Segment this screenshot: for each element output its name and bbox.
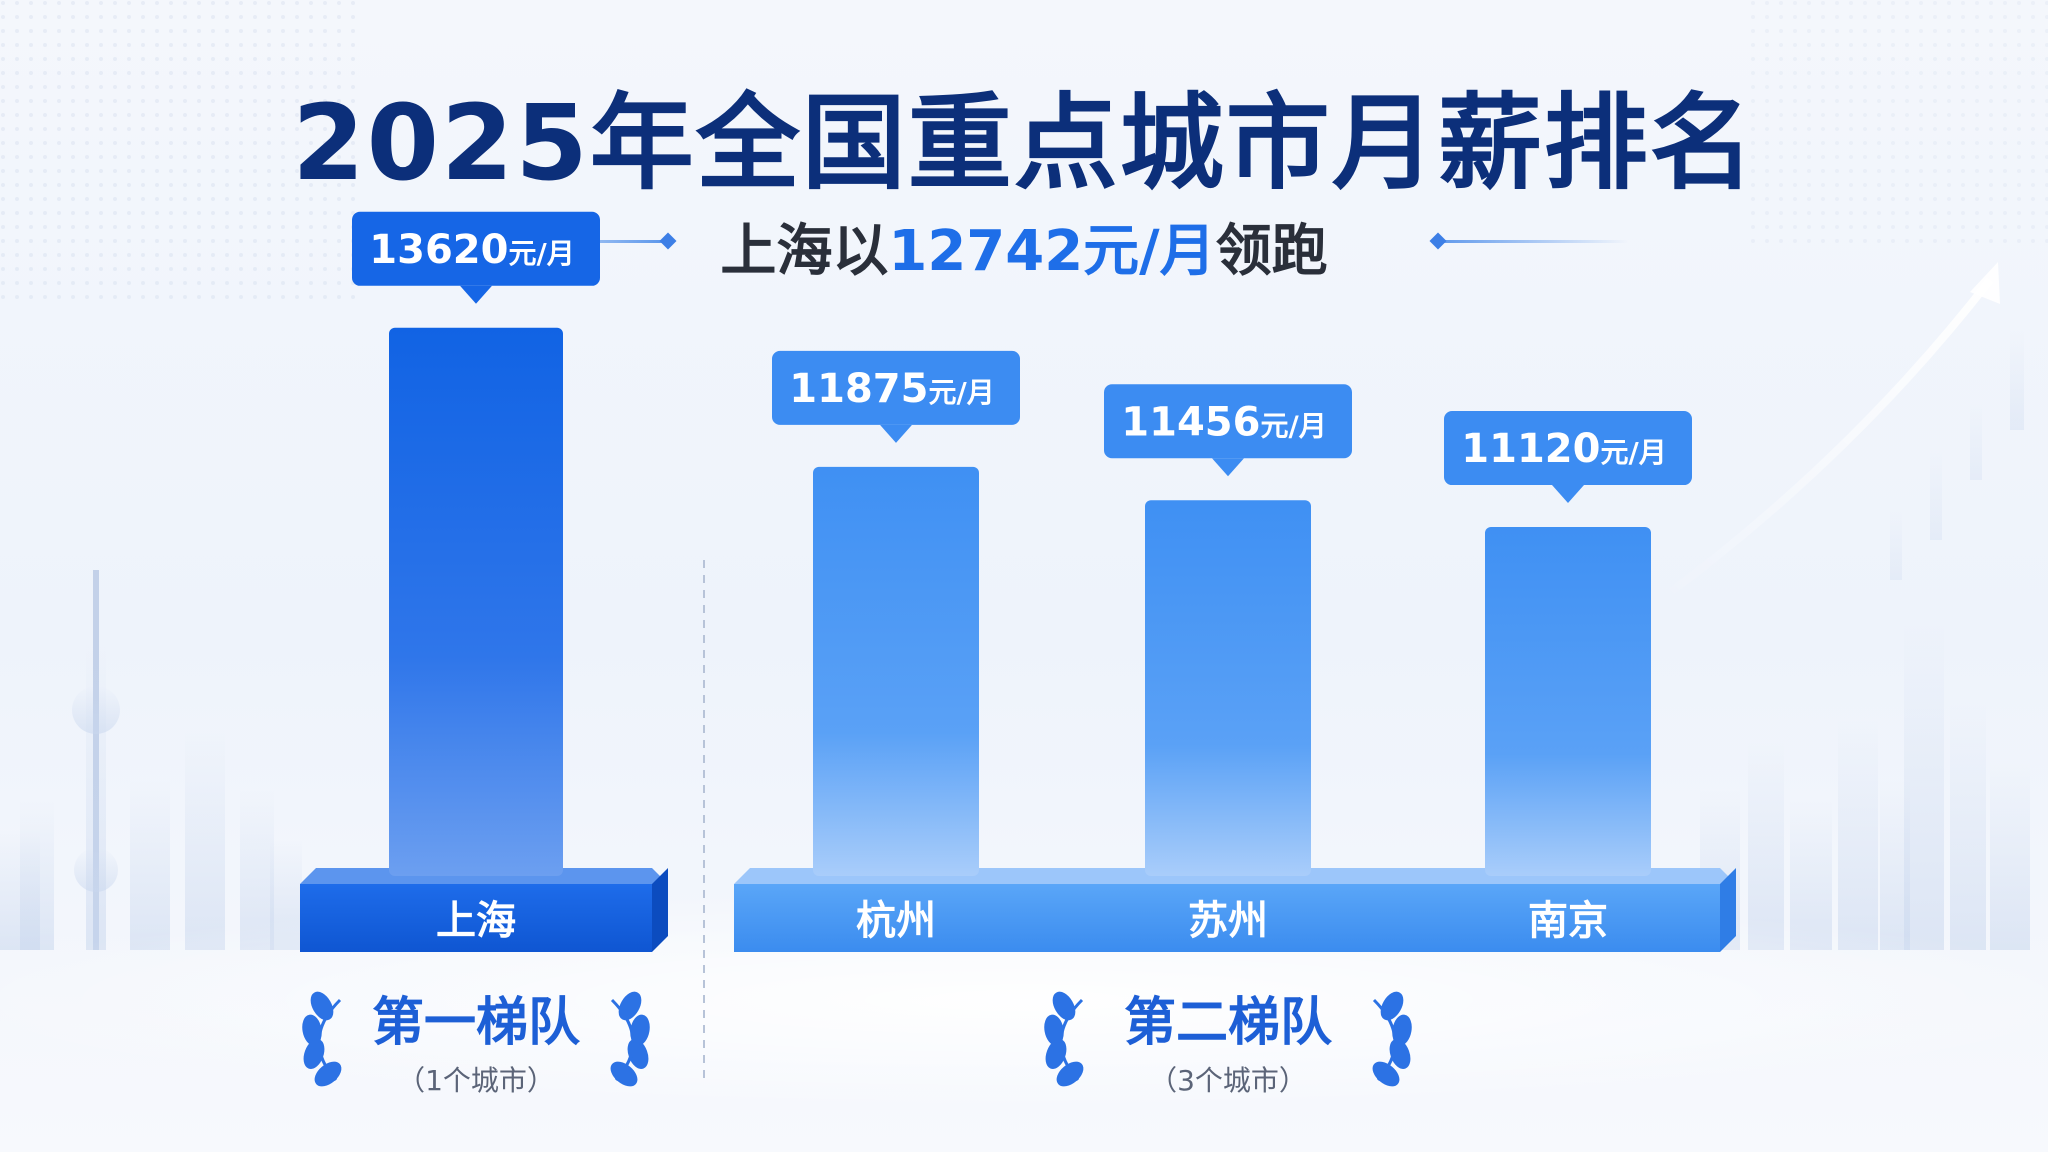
- value-callout-4: 11120元/月: [1444, 411, 1692, 504]
- subtitle-highlight: 12742元/月: [888, 219, 1216, 284]
- subtitle-line-right: [1432, 240, 1628, 243]
- laurel-right-icon: [1372, 991, 1412, 1087]
- bar-4: [1485, 527, 1651, 876]
- value-callout-2: 11875元/月: [772, 350, 1020, 443]
- trend-arrow-head: [1970, 262, 2000, 304]
- dot-pattern-left: [0, 0, 360, 300]
- city-labels-layer: 上海 杭州 苏州 南京: [436, 898, 1608, 944]
- city-label-1: 上海: [436, 898, 516, 944]
- value-callout-box: [1104, 384, 1352, 459]
- laurel-left-icon: [1044, 991, 1084, 1087]
- bars-layer: [389, 327, 1651, 876]
- city-label-3: 苏州: [1188, 898, 1268, 944]
- value-label: 11120元/月: [1461, 426, 1666, 472]
- value-callout-box: [772, 350, 1020, 425]
- value-label: 13620元/月: [369, 227, 574, 273]
- city-label-2: 杭州: [856, 898, 936, 944]
- skyline-left: [0, 570, 302, 950]
- bar-1: [389, 327, 563, 876]
- tier2-badge: 第二梯队 （3个城市）: [1044, 991, 1412, 1097]
- value-callout-pointer: [460, 285, 492, 304]
- value-callout-box: [1444, 411, 1692, 486]
- subtitle-suffix: 领跑: [1215, 219, 1328, 284]
- tier1-count: （1个城市）: [397, 1064, 555, 1097]
- chart-subtitle: 上海以12742元/月领跑: [0, 206, 2048, 287]
- tier1-platform: [300, 868, 668, 952]
- chart-title: 2025年全国重点城市月薪排名: [292, 82, 1756, 204]
- city-label-4: 南京: [1528, 898, 1608, 944]
- tier2-title: 第二梯队: [1124, 993, 1333, 1053]
- laurel-right-icon: [610, 991, 650, 1087]
- value-labels-layer: 13620元/月 11875元/月 11456元/月 11120元/月: [352, 211, 1692, 504]
- trend-arrow: [1657, 277, 1994, 604]
- bar-3: [1145, 500, 1311, 876]
- laurel-left-icon: [302, 991, 342, 1087]
- subtitle-row: 上海以12742元/月领跑: [0, 206, 2048, 284]
- value-callout-pointer: [880, 424, 912, 443]
- tier2-count: （3个城市）: [1149, 1064, 1307, 1097]
- value-callout-pointer: [1552, 485, 1584, 504]
- value-callout-3: 11456元/月: [1104, 384, 1352, 477]
- tier1-title: 第一梯队: [372, 993, 581, 1053]
- subtitle-prefix: 上海以: [720, 219, 889, 284]
- value-label: 11456元/月: [1121, 399, 1326, 445]
- value-callout-1: 13620元/月: [352, 211, 600, 304]
- dot-pattern-right: [1750, 0, 2048, 250]
- tier1-badge: 第一梯队 （1个城市）: [302, 991, 650, 1097]
- bar-2: [813, 466, 979, 876]
- value-callout-box: [352, 211, 600, 286]
- value-callout-pointer: [1212, 458, 1244, 477]
- tier2-platform: [734, 868, 1736, 952]
- value-label: 11875元/月: [789, 366, 994, 412]
